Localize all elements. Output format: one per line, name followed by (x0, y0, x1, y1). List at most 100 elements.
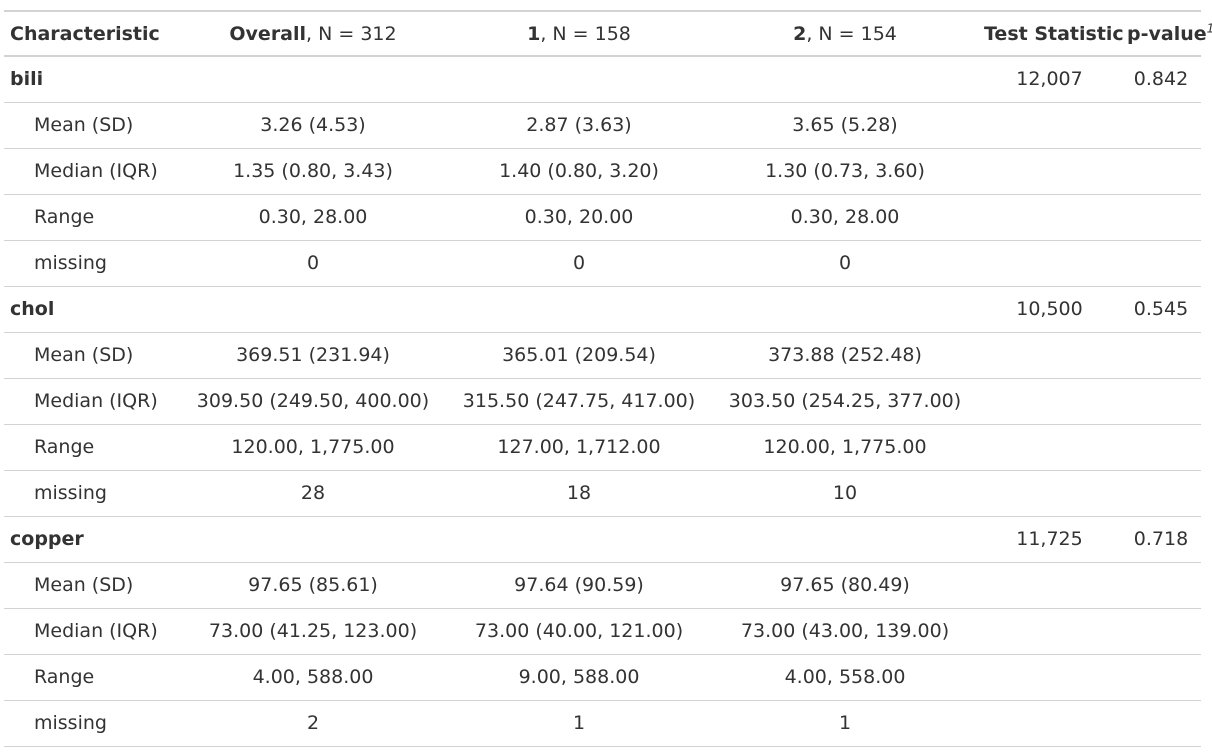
cell-pvalue (1121, 562, 1201, 608)
variable-row: chol 10,500 0.545 (4, 286, 1201, 332)
statistic-label: Mean (SD) (34, 114, 134, 136)
table-row: Median (IQR) 73.00 (41.25, 123.00) 73.00 (… (4, 608, 1201, 654)
cell-overall: 0 (306, 252, 320, 274)
table-row: missing 2 1 1 (4, 700, 1201, 746)
cell-overall: 28 (300, 482, 326, 504)
cell-pvalue: 0.545 (1133, 298, 1189, 320)
cell-group-2: 303.50 (254.25, 377.00) (728, 390, 962, 412)
cell-pvalue (1121, 194, 1201, 240)
cell-test-statistic (978, 378, 1121, 424)
cell-group-1: 18 (566, 482, 592, 504)
cell-overall: 309.50 (249.50, 400.00) (196, 390, 430, 412)
header-group-2-label: 2 (793, 22, 807, 45)
cell-group-1: 1 (572, 712, 586, 734)
statistic-label: Range (34, 436, 95, 458)
cell-group-1: 127.00, 1,712.00 (497, 436, 661, 458)
header-overall-label: Overall (229, 22, 307, 45)
header-group-1-label: 1 (527, 22, 541, 45)
table-row: Median (IQR) 309.50 (249.50, 400.00) 315.5… (4, 378, 1201, 424)
statistic-label: missing (34, 252, 107, 274)
cell-test-statistic: 11,725 (1016, 528, 1083, 550)
cell-pvalue (1121, 148, 1201, 194)
header-test-statistic: Test Statistic (984, 22, 1124, 45)
cell-test-statistic: 12,007 (1016, 68, 1083, 91)
cell-test-statistic (978, 424, 1121, 470)
table-row: Range 4.00, 588.00 9.00, 588.00 4.00, 558.0… (4, 654, 1201, 700)
cell-group-1: 0.30, 20.00 (524, 206, 634, 228)
cell-overall: 97.65 (85.61) (248, 574, 378, 596)
cell-pvalue (1121, 654, 1201, 700)
variable-row: copper 11,725 0.718 (4, 516, 1201, 562)
variable-row: bili 12,007 0.842 (4, 56, 1201, 102)
table-row: Range 0.30, 28.00 0.30, 20.00 0.30, 28.00 (4, 194, 1201, 240)
cell-group-1: 9.00, 588.00 (518, 666, 640, 688)
cell-pvalue (1121, 240, 1201, 286)
cell-test-statistic (978, 332, 1121, 378)
cell-group-1: 1.40 (0.80, 3.20) (499, 160, 659, 182)
cell-group-2: 4.00, 558.00 (784, 666, 906, 688)
table-row: Mean (SD) 97.65 (85.61) 97.64 (90.59) 97.65… (4, 562, 1201, 608)
statistic-label: missing (34, 712, 107, 734)
cell-group-2: 373.88 (252.48) (768, 344, 922, 366)
cell-group-1: 97.64 (90.59) (514, 574, 644, 596)
cell-test-statistic (978, 654, 1121, 700)
statistic-label: missing (34, 482, 107, 504)
table-row: Mean (SD) 369.51 (231.94) 365.01 (209.54) 3… (4, 332, 1201, 378)
statistic-label: Range (34, 666, 95, 688)
cell-test-statistic: 10,500 (1016, 298, 1083, 320)
cell-test-statistic (978, 148, 1121, 194)
cell-overall (180, 516, 446, 562)
cell-group-2: 120.00, 1,775.00 (763, 436, 927, 458)
cell-group-1 (446, 286, 712, 332)
cell-group-2: 0 (838, 252, 852, 274)
table-row: missing 28 18 10 (4, 470, 1201, 516)
cell-test-statistic (978, 562, 1121, 608)
statistic-label: Mean (SD) (34, 344, 134, 366)
cell-group-1 (446, 56, 712, 102)
cell-overall: 2 (306, 712, 320, 734)
summary-table-container: Characteristic Overall, N = 312 1, N = 1… (4, 10, 1212, 747)
variable-label: bili (10, 68, 44, 91)
cell-group-2 (712, 286, 978, 332)
cell-group-2: 10 (832, 482, 858, 504)
cell-pvalue: 0.718 (1133, 528, 1189, 550)
cell-test-statistic (978, 240, 1121, 286)
variable-label: chol (10, 298, 55, 320)
table-row: missing 0 0 0 (4, 240, 1201, 286)
cell-group-2: 1.30 (0.73, 3.60) (765, 160, 925, 182)
cell-group-2: 97.65 (80.49) (780, 574, 910, 596)
statistic-label: Mean (SD) (34, 574, 134, 596)
cell-group-2: 3.65 (5.28) (792, 114, 898, 136)
cell-group-2 (712, 56, 978, 102)
cell-pvalue (1121, 700, 1201, 746)
cell-pvalue (1121, 102, 1201, 148)
cell-overall: 73.00 (41.25, 123.00) (208, 620, 418, 642)
statistic-label: Range (34, 206, 95, 228)
statistic-label: Median (IQR) (34, 160, 158, 182)
summary-table: Characteristic Overall, N = 312 1, N = 1… (4, 10, 1212, 747)
cell-group-2: 73.00 (43.00, 139.00) (740, 620, 950, 642)
cell-overall (180, 56, 446, 102)
footnote-marker: 1 (1207, 21, 1212, 35)
cell-overall (180, 286, 446, 332)
cell-overall: 369.51 (231.94) (236, 344, 390, 366)
header-group-1: 1, N = 158 (446, 11, 712, 56)
cell-overall: 3.26 (4.53) (260, 114, 366, 136)
header-group-2-n: , N = 154 (806, 22, 897, 45)
cell-test-statistic (978, 194, 1121, 240)
cell-overall: 120.00, 1,775.00 (231, 436, 395, 458)
cell-pvalue (1121, 470, 1201, 516)
cell-test-statistic (978, 102, 1121, 148)
header-group-1-n: , N = 158 (540, 22, 631, 45)
variable-label: copper (10, 528, 84, 550)
cell-overall: 0.30, 28.00 (258, 206, 368, 228)
table-row: Mean (SD) 3.26 (4.53) 2.87 (3.63) 3.65 (5.2… (4, 102, 1201, 148)
statistic-label: Median (IQR) (34, 620, 158, 642)
header-row: Characteristic Overall, N = 312 1, N = 1… (4, 11, 1212, 56)
cell-group-1: 315.50 (247.75, 417.00) (462, 390, 696, 412)
cell-pvalue: 0.842 (1133, 68, 1189, 91)
cell-test-statistic (978, 608, 1121, 654)
cell-group-1: 0 (572, 252, 586, 274)
cell-group-1 (446, 516, 712, 562)
cell-pvalue (1121, 378, 1201, 424)
